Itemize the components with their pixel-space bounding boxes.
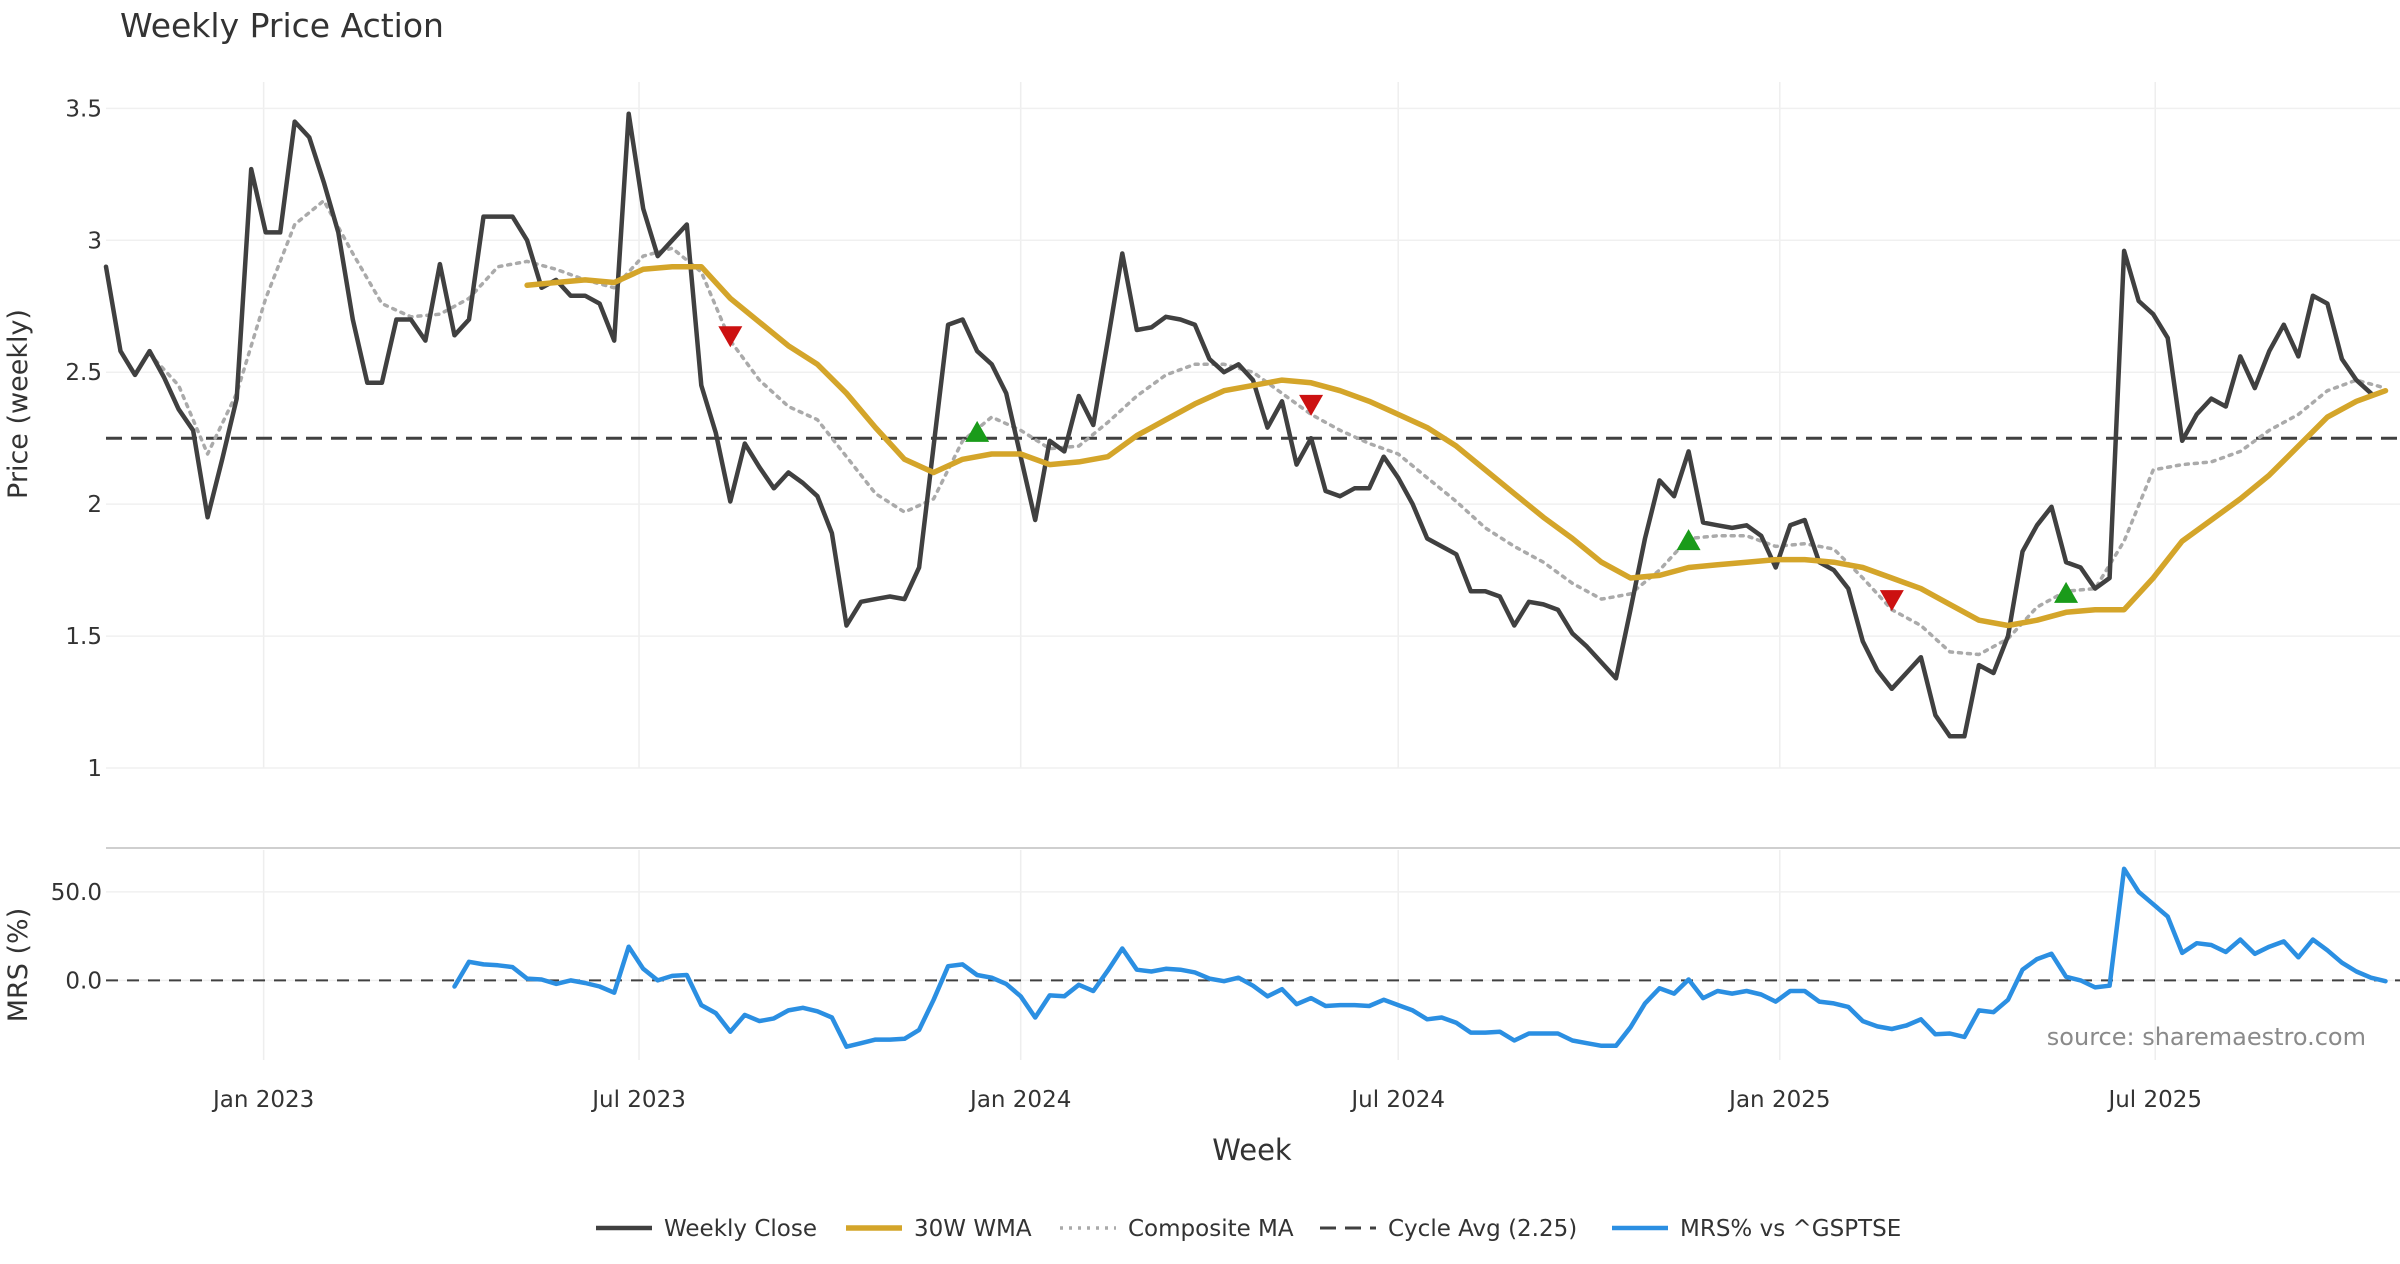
legend-label-close: Weekly Close xyxy=(664,1216,817,1242)
price-y-axis-label: Price (weekly) xyxy=(3,309,34,499)
wma-30w-line xyxy=(524,263,2389,629)
series-layer xyxy=(103,111,2389,1049)
price-y-tick-label: 2.5 xyxy=(65,360,102,386)
x-tick-label: Jul 2024 xyxy=(1349,1087,1445,1113)
x-tick-label: Jan 2023 xyxy=(211,1087,314,1113)
price-y-tick-label: 3 xyxy=(87,228,102,254)
x-tick-label: Jul 2023 xyxy=(590,1087,686,1113)
price-y-tick-label: 1 xyxy=(87,756,102,782)
axis-layer: Jan 2023 Jul 2023 Jan 2024 Jul 2024 Jan 2025… xyxy=(51,96,2202,1113)
weekly-close-line xyxy=(103,111,2374,739)
mrs-line xyxy=(452,866,2388,1049)
mrs-y-axis-label: MRS (%) xyxy=(3,908,34,1023)
buy-signal-marker xyxy=(2054,581,2079,603)
price-y-tick-label: 2 xyxy=(87,492,102,518)
x-axis-label: Week xyxy=(1212,1133,1292,1167)
sell-signal-marker xyxy=(1879,590,1904,612)
source-note: source: sharemaestro.com xyxy=(2047,1023,2366,1051)
legend-label-cycle: Cycle Avg (2.25) xyxy=(1388,1216,1577,1242)
buy-signal-marker xyxy=(1676,529,1701,551)
signal-marker-layer xyxy=(718,326,2079,612)
legend: Weekly Close 30W WMA Composite MA Cycle Avg… xyxy=(596,1216,1901,1242)
price-y-tick-label: 3.5 xyxy=(65,96,102,122)
legend-label-composite: Composite MA xyxy=(1128,1216,1294,1242)
buy-signal-marker xyxy=(965,420,990,442)
mrs-y-tick-label: 0.0 xyxy=(65,968,102,994)
legend-label-wma: 30W WMA xyxy=(914,1216,1032,1242)
price-y-tick-label: 1.5 xyxy=(65,624,102,650)
sell-signal-marker xyxy=(1299,394,1324,416)
sell-signal-marker xyxy=(718,326,743,348)
chart-title: Weekly Price Action xyxy=(120,6,444,45)
legend-label-mrs: MRS% vs ^GSPTSE xyxy=(1680,1216,1901,1242)
x-tick-label: Jul 2025 xyxy=(2106,1087,2202,1113)
x-tick-label: Jan 2024 xyxy=(968,1087,1071,1113)
x-tick-label: Jan 2025 xyxy=(1727,1087,1830,1113)
mrs-y-tick-label: 50.0 xyxy=(51,880,102,906)
grid-layer xyxy=(106,82,2400,1060)
